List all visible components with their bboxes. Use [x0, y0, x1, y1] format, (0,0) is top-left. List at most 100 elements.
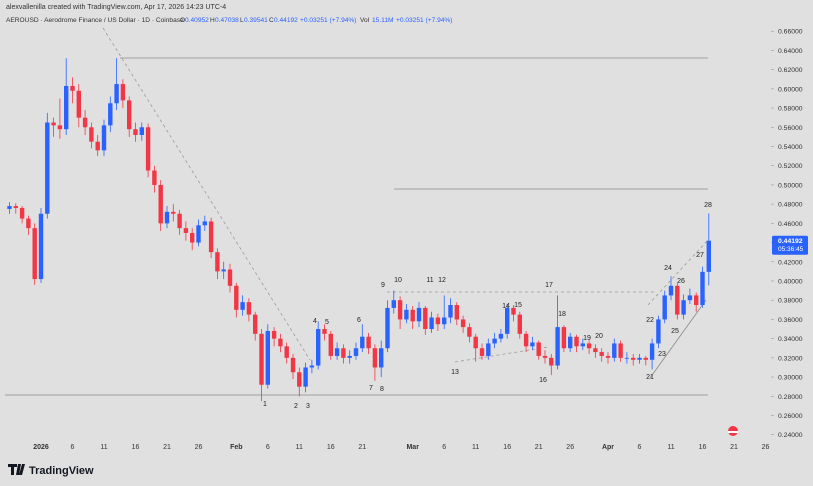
countdown: 05:36:45 — [778, 246, 804, 253]
y-tick-label: 0.54000 — [778, 144, 803, 151]
x-tick-label: 16 — [699, 444, 707, 451]
candle-body — [120, 84, 126, 101]
y-tick-label: 0.50000 — [778, 182, 803, 189]
wave-label: 24 — [664, 265, 672, 272]
wave-label: 9 — [381, 282, 385, 289]
candle-body — [208, 221, 214, 253]
candle-body — [618, 343, 623, 358]
ohlc-label: O — [180, 17, 185, 24]
candle-body — [479, 348, 485, 356]
x-tick-label: 2026 — [33, 444, 49, 451]
x-tick-label: 6 — [71, 444, 75, 451]
candle-body — [511, 307, 516, 315]
candle-body — [568, 336, 573, 349]
y-tick-label: 0.66000 — [778, 29, 803, 36]
candle-body — [549, 357, 554, 366]
candle-body — [183, 228, 189, 233]
wave-label: 8 — [380, 386, 384, 393]
y-tick-label: 0.34000 — [778, 336, 803, 343]
candle-body — [227, 269, 233, 286]
candle-body — [64, 85, 69, 130]
candle-body — [706, 240, 711, 272]
candle-body — [177, 213, 182, 229]
candle-body — [234, 285, 239, 310]
candle-body — [38, 213, 44, 280]
volume-value: 15.11M — [372, 17, 394, 24]
wave-label: 26 — [677, 278, 685, 285]
candle-body — [45, 122, 50, 214]
wave-label: 1 — [263, 401, 267, 408]
candle-body — [454, 305, 459, 320]
candle-body — [360, 336, 365, 349]
y-tick-label: 0.58000 — [778, 106, 803, 113]
candle-body — [555, 327, 560, 366]
x-tick-label: 11 — [667, 444, 674, 451]
ohlc-value: 0.47038 — [215, 17, 239, 24]
candle-body — [76, 90, 81, 118]
candle-body — [328, 333, 333, 356]
candle-body — [410, 309, 415, 322]
candle-body — [442, 317, 447, 325]
candle-body — [391, 300, 396, 308]
candle-body — [574, 336, 579, 347]
x-tick-label: 26 — [762, 444, 770, 451]
wave-label: 3 — [306, 403, 310, 410]
candle-body — [278, 338, 283, 347]
ohlc-value: 0.40952 — [185, 17, 209, 24]
event-icon-band — [728, 431, 738, 433]
candle-body — [460, 319, 466, 328]
wave-label: 13 — [451, 369, 459, 376]
x-tick-label: 11 — [472, 444, 479, 451]
trend-line — [647, 239, 709, 306]
candle-body — [196, 225, 201, 243]
ohlc-label: C — [269, 17, 274, 24]
wave-label: 2 — [294, 403, 298, 410]
candle-body — [423, 307, 428, 330]
candle-body — [643, 357, 648, 360]
y-tick-label: 0.62000 — [778, 67, 803, 74]
candle-body — [303, 367, 308, 387]
candle-body — [284, 346, 289, 358]
candle-body — [316, 329, 321, 366]
candle-body — [530, 342, 535, 347]
wave-label: 25 — [671, 328, 679, 335]
y-tick-label: 0.38000 — [778, 298, 803, 305]
candle-body — [372, 348, 378, 368]
candle-body — [612, 343, 617, 358]
y-tick-label: 0.26000 — [778, 413, 803, 420]
x-tick-label: 6 — [638, 444, 642, 451]
candle-body — [19, 207, 25, 219]
candle-body — [486, 343, 491, 356]
y-tick-label: 0.56000 — [778, 125, 803, 132]
candle-body — [171, 211, 176, 214]
y-tick-label: 0.28000 — [778, 394, 803, 401]
candle-body — [322, 329, 327, 334]
candle-body — [158, 184, 163, 224]
candle-body — [108, 103, 113, 126]
y-tick-label: 0.52000 — [778, 163, 803, 170]
candle-body — [246, 302, 252, 315]
x-tick-label: 21 — [163, 444, 171, 451]
candle-body — [505, 307, 510, 334]
x-tick-label: Apr — [602, 444, 614, 451]
candle-body — [467, 327, 472, 337]
candle-body — [309, 365, 315, 368]
wave-label: 16 — [539, 377, 547, 384]
candle-body — [385, 307, 390, 349]
candle-body — [290, 357, 296, 373]
wave-label: 7 — [369, 385, 373, 392]
candle-body — [668, 285, 674, 296]
candle-body — [139, 127, 144, 135]
candle-body — [271, 330, 277, 339]
y-tick-label: 0.60000 — [778, 86, 803, 93]
candle-body — [448, 305, 453, 318]
volume-label: Vol — [360, 17, 370, 24]
x-tick-label: 6 — [266, 444, 270, 451]
candle-body — [114, 84, 119, 104]
x-tick-label: 21 — [358, 444, 366, 451]
brand: TradingView — [29, 465, 94, 477]
candle-body — [259, 333, 264, 385]
candle-body — [542, 355, 548, 358]
brand-logo — [8, 464, 25, 475]
